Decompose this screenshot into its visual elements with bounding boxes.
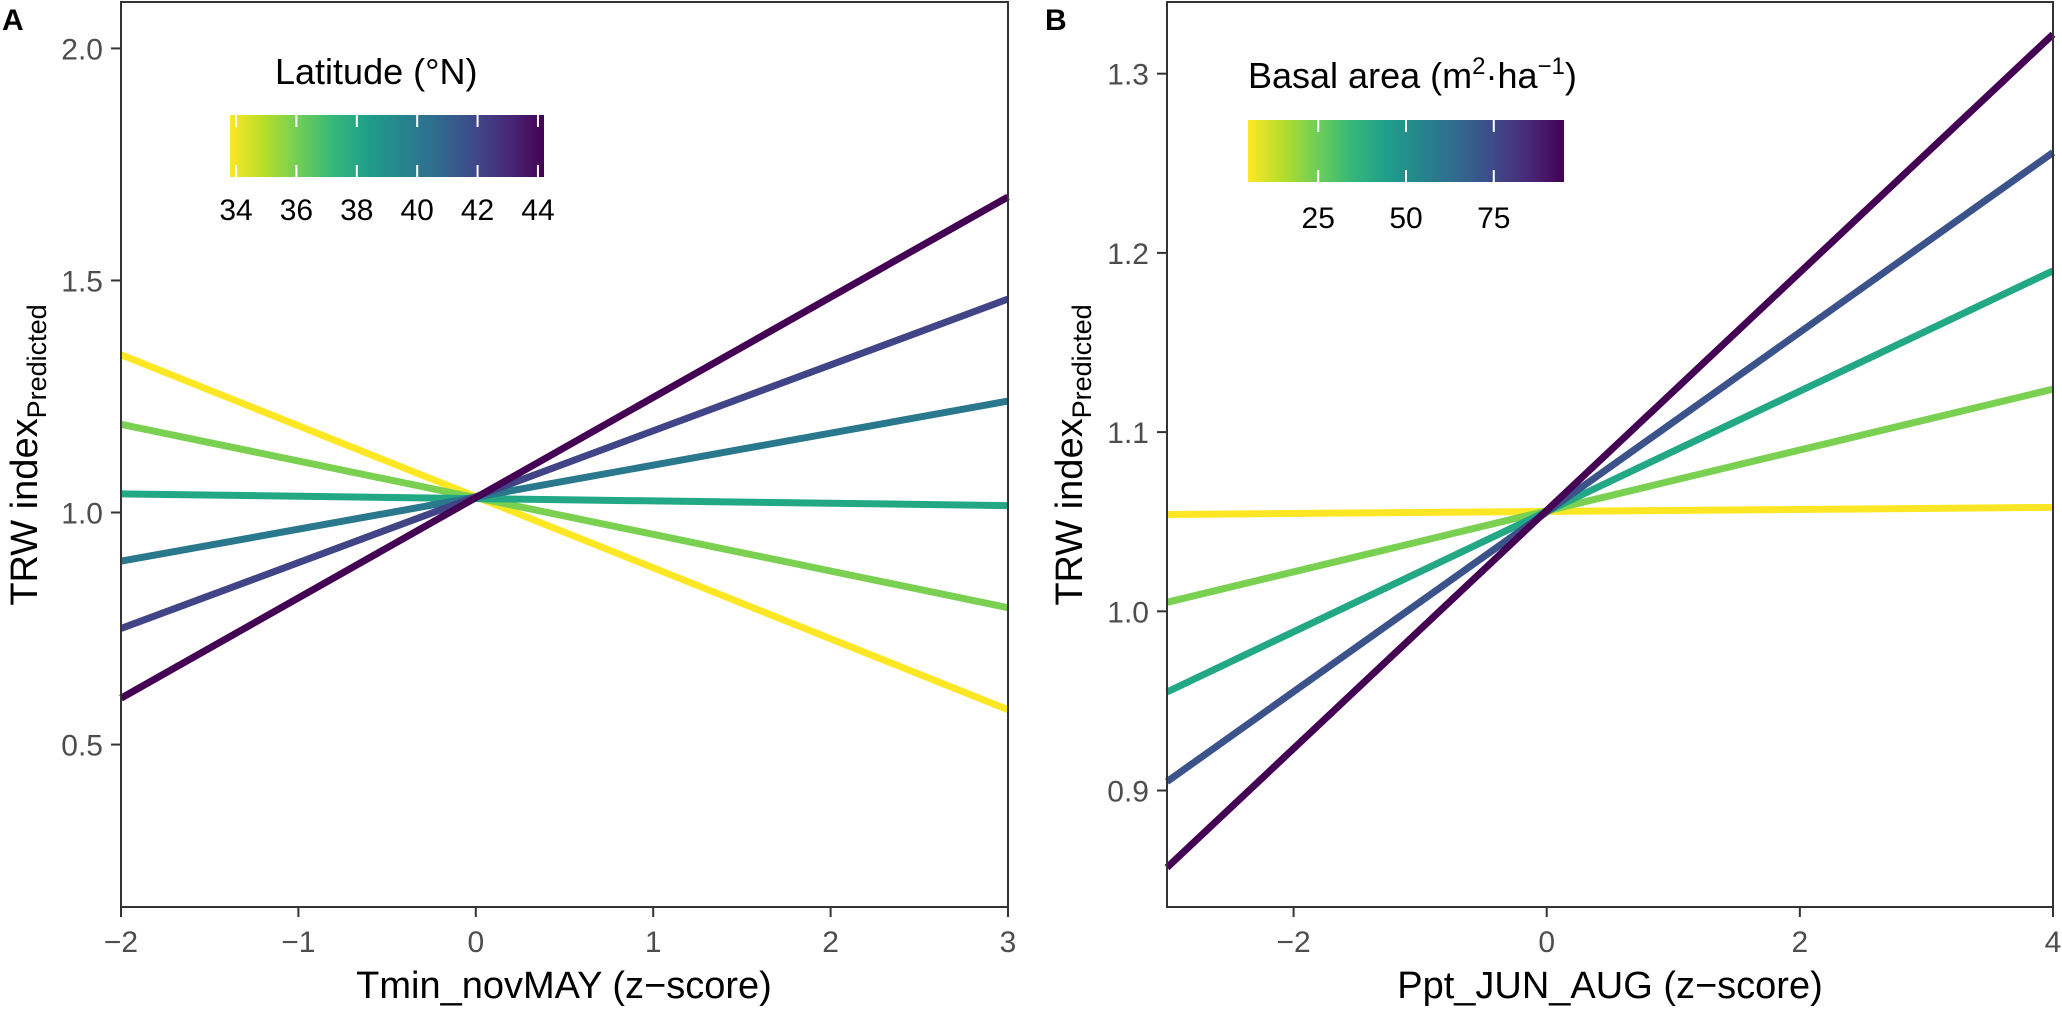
panel-a-legend: Latitude (°N) 34 36 38 40 42 44 <box>219 51 554 227</box>
panel-b-x-axis: −2 0 2 4 <box>1276 907 2061 959</box>
panel-b-legend-tick-label: 50 <box>1389 202 1422 235</box>
panel-a-series-line-3 <box>120 490 1009 510</box>
panel-a-x-tick-label: 0 <box>467 926 484 959</box>
panel-b-legend: Basal area (m2·ha−1) 25 50 75 <box>1248 53 1577 235</box>
panel-b-legend-title-mid: ·ha <box>1485 55 1538 96</box>
panel-a-letter: A <box>2 4 24 37</box>
panel-b-series-line-4 <box>1164 149 2056 785</box>
panel-b-y-tick-label: 1.2 <box>1107 238 1149 271</box>
panel-b-y-axis-title: TRW indexPredicted <box>1049 304 1097 605</box>
panel-a-x-tick-label: 1 <box>645 926 662 959</box>
panel-a-y-axis-title-sub: Predicted <box>22 304 52 418</box>
panel-a-series-line-4 <box>120 397 1009 565</box>
panel-b-legend-tick-label: 25 <box>1302 202 1335 235</box>
panel-b-y-axis-title-sub: Predicted <box>1067 304 1097 418</box>
panel-b-x-tick-label: 0 <box>1538 926 1555 959</box>
panel-a-series-line-1 <box>119 351 1010 714</box>
panel-a-y-tick-label: 1.5 <box>61 265 103 298</box>
panel-b-x-tick-label: 2 <box>1792 926 1809 959</box>
panel-a: A −2 −1 0 1 2 3 0.5 1.0 1.5 2.0 Tmin_novMAY (z−s… <box>2 1 1016 1007</box>
panel-a-legend-tick-label: 40 <box>401 194 434 227</box>
panel-a-legend-tick-label: 38 <box>340 194 373 227</box>
panel-b-x-tick-label: −2 <box>1276 926 1310 959</box>
panel-a-x-tick-label: −1 <box>281 926 315 959</box>
panel-b-legend-title: Basal area (m2·ha−1) <box>1248 53 1577 96</box>
panel-a-y-tick-label: 1.0 <box>61 498 103 531</box>
panel-b-y-axis-title-main: TRW index <box>1049 418 1091 605</box>
panel-b-plot-frame <box>1166 1 2054 908</box>
panel-a-y-axis-title: TRW indexPredicted <box>4 304 52 605</box>
panel-b-y-axis: 0.9 1.0 1.1 1.2 1.3 <box>1107 59 1167 809</box>
panel-a-lines <box>119 193 1010 714</box>
panel-a-y-axis-title-main: TRW index <box>4 418 46 605</box>
panel-a-x-axis-title: Tmin_novMAY (z−score) <box>356 965 772 1007</box>
panel-b-legend-title-sup: 2 <box>1472 53 1485 80</box>
panel-a-legend-title: Latitude (°N) <box>275 51 477 92</box>
panel-a-plot-frame <box>120 1 1009 908</box>
panel-a-legend-tick-label: 44 <box>521 194 554 227</box>
panel-a-legend-ticks: 34 36 38 40 42 44 <box>219 115 555 227</box>
panel-b-y-tick-label: 1.3 <box>1107 59 1149 92</box>
panel-a-series-line-6 <box>119 193 1010 702</box>
panel-b-series-line-2 <box>1166 385 2054 606</box>
panel-b-legend-title-text: Basal area (m <box>1248 55 1472 96</box>
panel-a-y-tick-label: 0.5 <box>61 730 103 763</box>
panel-a-x-tick-label: 2 <box>822 926 839 959</box>
panel-a-legend-tick-label: 36 <box>280 194 313 227</box>
panel-a-series-line-5 <box>119 295 1010 632</box>
panel-b-letter: B <box>1045 4 1067 37</box>
panel-b-y-tick-label: 1.1 <box>1107 417 1149 450</box>
panel-a-legend-tick-label: 42 <box>461 194 494 227</box>
panel-b-y-tick-label: 1.0 <box>1107 596 1149 629</box>
panel-a-y-tick-label: 2.0 <box>61 33 103 66</box>
panel-b-series-line-3 <box>1165 267 2055 696</box>
panel-b: B −2 0 2 4 0.9 1.0 1.1 1.2 1.3 Ppt_JUN_AUG (z−s… <box>1045 1 2061 1007</box>
panel-b-series-line-1 <box>1166 503 2054 518</box>
panel-a-legend-tick-label: 34 <box>219 194 252 227</box>
panel-b-legend-tick-label: 75 <box>1477 202 1510 235</box>
panel-b-legend-ticks: 25 50 75 <box>1302 120 1510 235</box>
panel-b-x-axis-title: Ppt_JUN_AUG (z−score) <box>1397 965 1823 1007</box>
panel-a-x-tick-label: −2 <box>104 926 138 959</box>
panel-b-y-tick-label: 0.9 <box>1107 776 1149 809</box>
panel-b-x-tick-label: 4 <box>2045 926 2062 959</box>
panel-b-lines <box>1164 31 2056 871</box>
panel-a-series-line-2 <box>120 420 1009 612</box>
panel-a-x-axis: −2 −1 0 1 2 3 <box>104 907 1016 959</box>
panel-a-x-tick-label: 3 <box>1000 926 1017 959</box>
panel-b-legend-title-sup2: −1 <box>1537 53 1564 80</box>
panel-b-series-line-5 <box>1164 31 2056 871</box>
panel-a-legend-colorbar <box>230 115 544 177</box>
panel-a-y-axis: 0.5 1.0 1.5 2.0 <box>61 33 121 763</box>
panel-b-legend-title-tail: ) <box>1565 55 1577 96</box>
